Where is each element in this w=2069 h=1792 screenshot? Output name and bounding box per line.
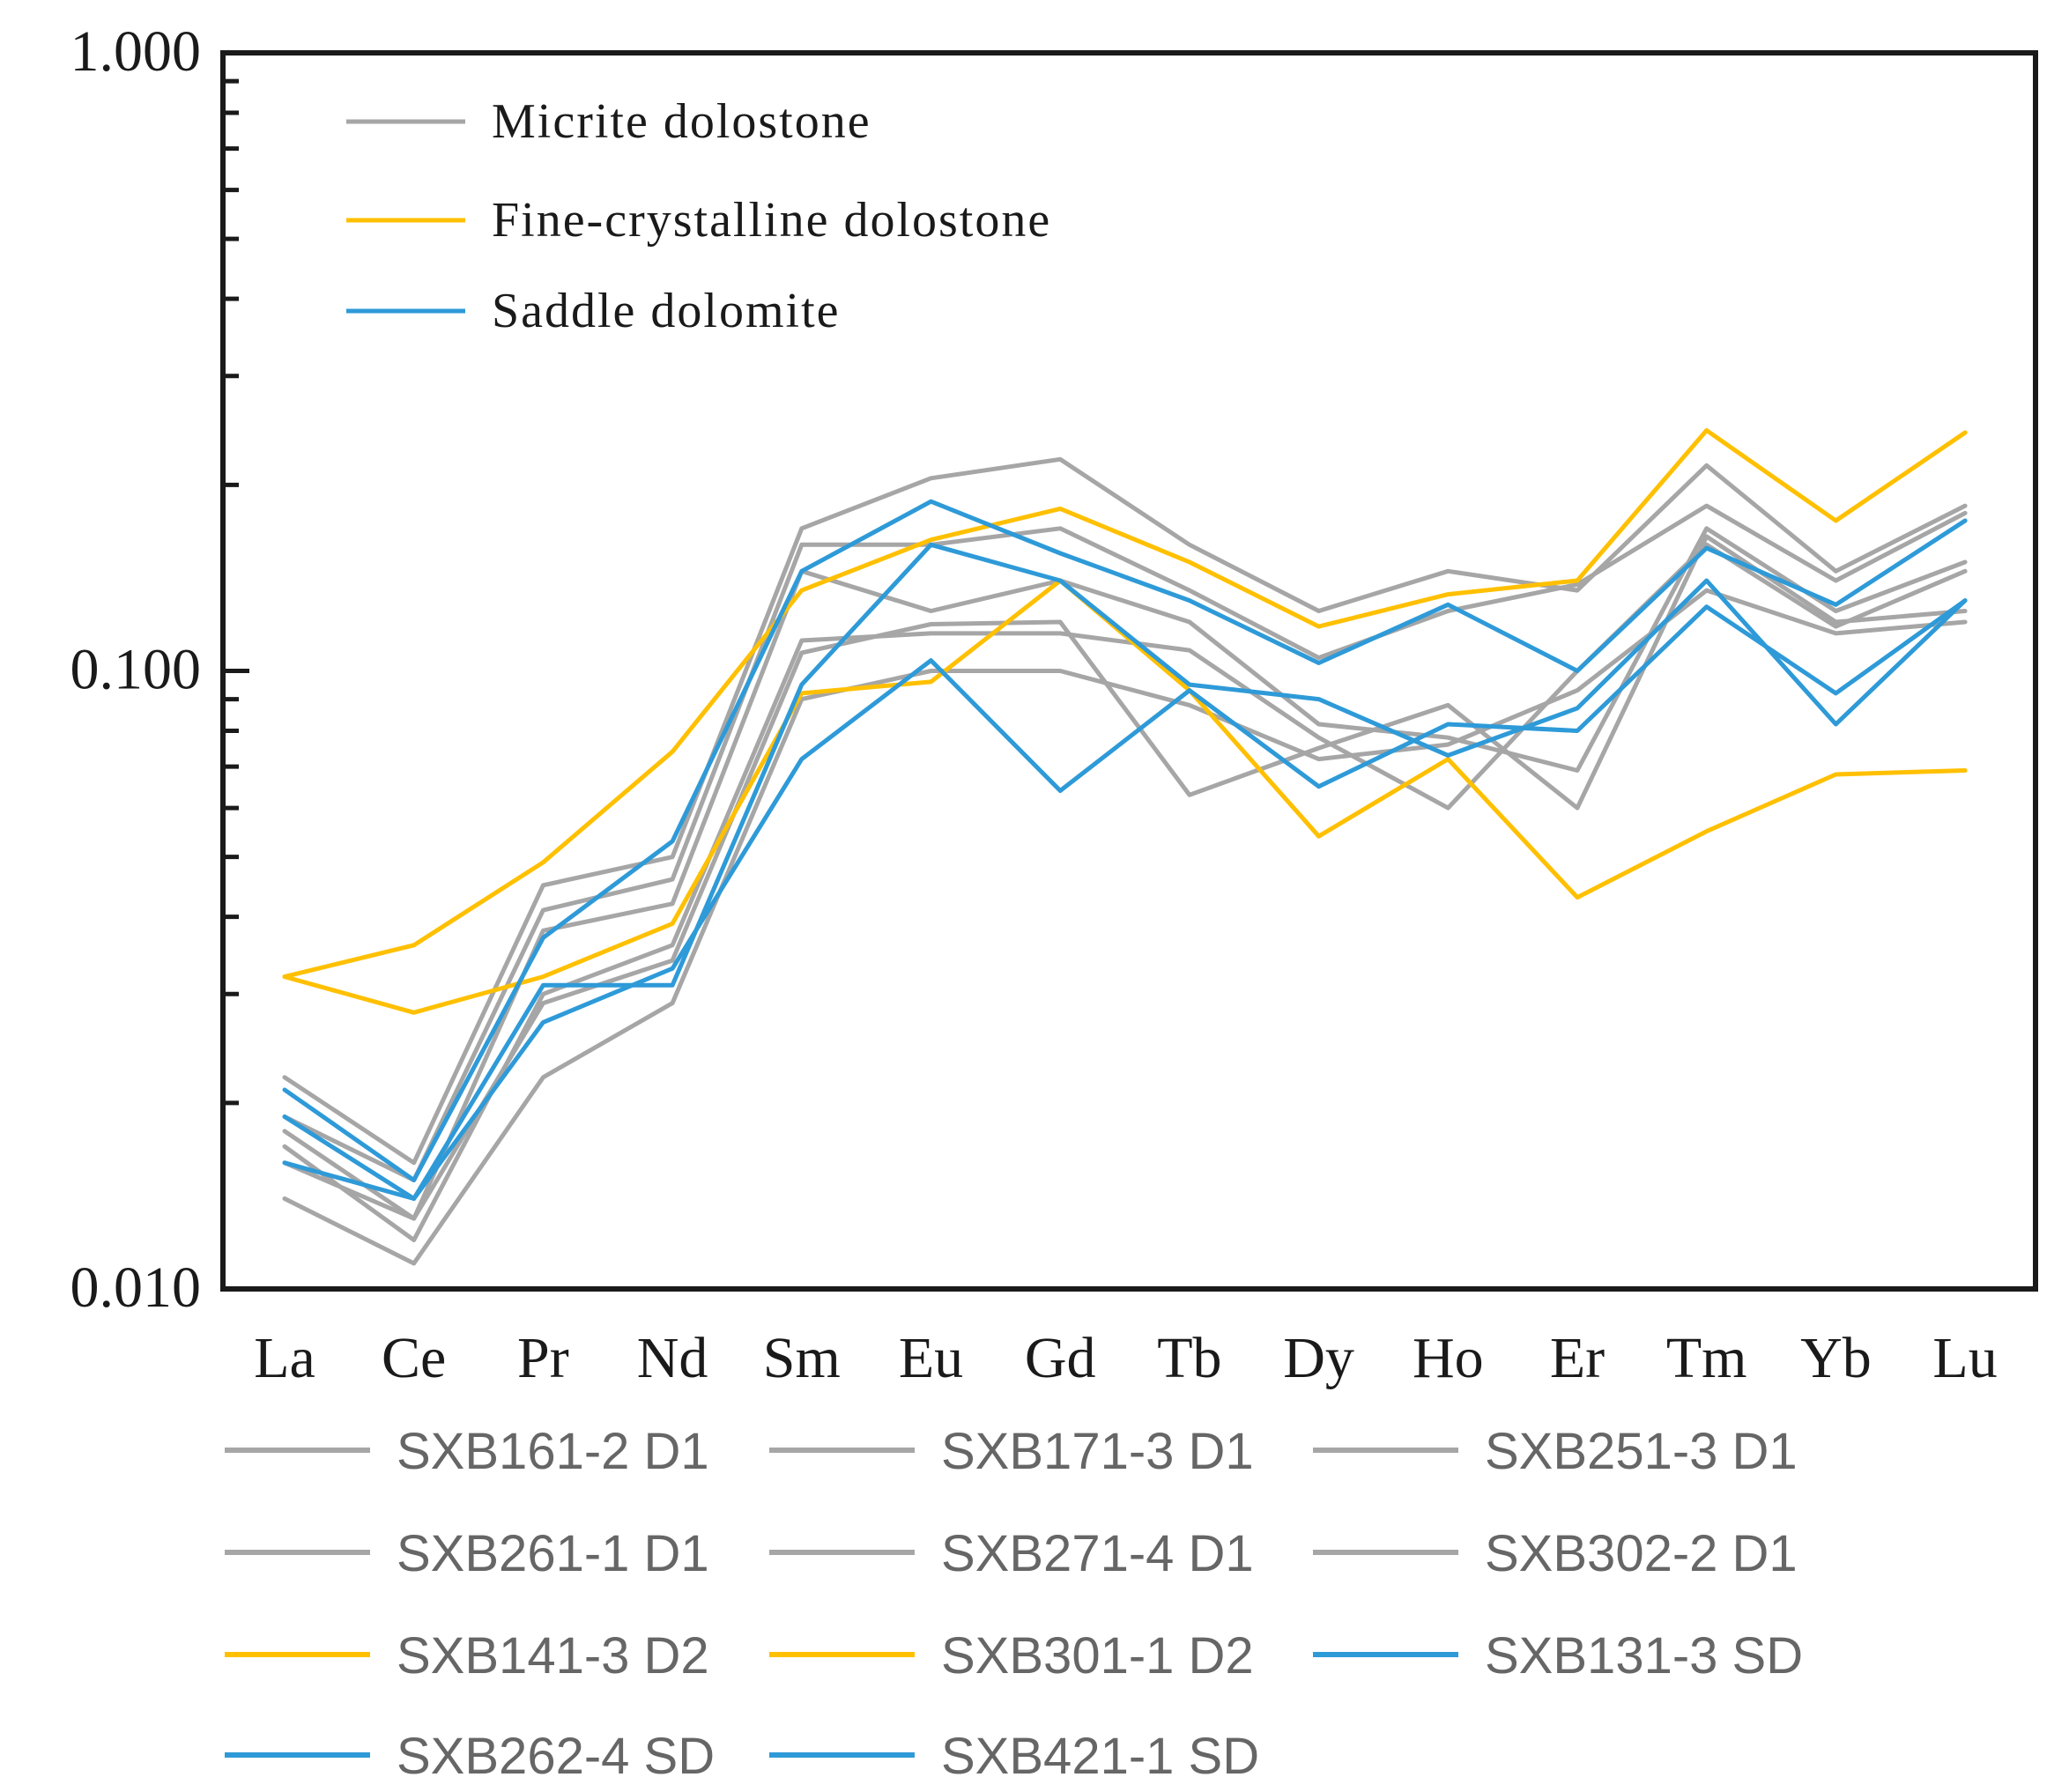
group-legend-label: Saddle dolomite (492, 284, 841, 338)
x-tick-label: La (254, 1326, 315, 1390)
y-tick-label: 0.010 (70, 1255, 202, 1320)
y-tick-label: 0.100 (70, 638, 202, 702)
series-legend-label: SXB251-3 D1 (1485, 1423, 1798, 1480)
series-line-sxb141-3-d2 (282, 428, 1968, 980)
series-line-sxb171-3-d1 (282, 503, 1968, 1182)
y-tick-label: 1.000 (70, 19, 202, 84)
x-tick-label: Nd (637, 1326, 708, 1390)
series-legend-label: SXB171-3 D1 (941, 1423, 1254, 1480)
group-legend: Micrite dolostone Fine-crystalline dolost… (346, 94, 1051, 338)
group-legend-label: Micrite dolostone (492, 94, 871, 149)
x-axis: La Ce Pr Nd Sm Eu Gd Tb Dy Ho Er Tm Yb Lu (254, 1326, 1998, 1390)
x-tick-label: Sm (763, 1326, 841, 1390)
series-line-sxb301-1-d2 (282, 578, 1968, 1015)
x-tick-label: Tm (1666, 1326, 1747, 1390)
series-legend-label: SXB141-3 D2 (397, 1627, 709, 1685)
series-line-sxb421-1-sd (282, 598, 1968, 1201)
series-legend-label: SXB271-4 D1 (941, 1525, 1254, 1582)
group-legend-label: Fine-crystalline dolostone (492, 193, 1051, 248)
series-legend-label: SXB161-2 D1 (397, 1423, 709, 1480)
series-line-sxb271-4-d1 (282, 534, 1968, 1221)
series-legend-label: SXB421-1 SD (941, 1728, 1259, 1785)
x-tick-label: Tb (1157, 1326, 1221, 1390)
series-legend-label: SXB302-2 D1 (1485, 1525, 1798, 1582)
y-axis: 1.000 0.100 0.010 (70, 19, 249, 1320)
series-legend-label: SXB131-3 SD (1485, 1627, 1803, 1685)
x-tick-label: Ho (1413, 1326, 1484, 1390)
x-tick-label: Lu (1932, 1326, 1997, 1390)
series-line-sxb302-2-d1 (282, 588, 1968, 1266)
x-tick-label: Ce (382, 1326, 446, 1390)
x-tick-label: Gd (1025, 1326, 1096, 1390)
series-legend-label: SXB261-1 D1 (397, 1525, 709, 1582)
series-layer (282, 428, 1968, 1266)
x-tick-label: Dy (1283, 1326, 1354, 1390)
x-tick-label: Eu (899, 1326, 963, 1390)
series-line-sxb262-4-sd (282, 542, 1968, 1201)
series-legend: SXB161-2 D1 SXB171-3 D1 SXB251-3 D1 SXB261-… (225, 1423, 1803, 1785)
series-legend-label: SXB301-1 D2 (941, 1627, 1254, 1685)
x-tick-label: Yb (1800, 1326, 1872, 1390)
x-tick-label: Er (1550, 1326, 1605, 1390)
series-legend-label: SXB262-4 SD (397, 1728, 715, 1785)
series-line-sxb131-3-sd (282, 499, 1968, 1182)
x-tick-label: Pr (517, 1326, 569, 1390)
series-line-sxb161-2-d1 (282, 456, 1968, 1166)
